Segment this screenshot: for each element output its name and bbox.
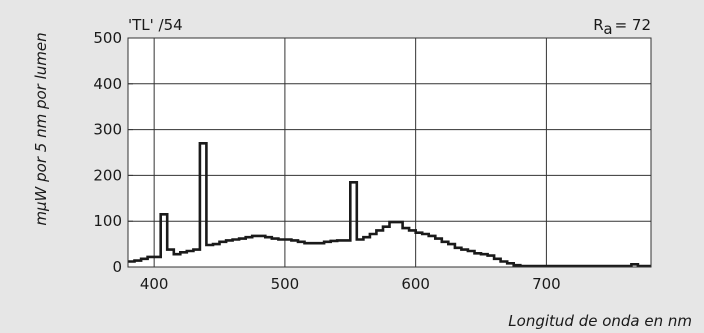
plot-area: [128, 38, 651, 267]
x-axis-label: Longitud de onda en nm: [508, 312, 692, 330]
y-tick-label: 400: [93, 75, 122, 93]
ra-index-label: Ra = 72: [593, 16, 651, 38]
x-tick-label: 700: [532, 275, 561, 293]
y-tick-label: 0: [112, 258, 122, 276]
y-tick-label: 200: [93, 166, 122, 184]
y-tick-label: 500: [93, 29, 122, 47]
lamp-label: 'TL' /54: [128, 16, 183, 34]
ra-subscript: a: [603, 20, 612, 38]
x-tick-label: 500: [271, 275, 300, 293]
plot-frame: [127, 37, 652, 268]
y-tick-label: 100: [93, 212, 122, 230]
spectrum-line: [128, 142, 651, 268]
ra-symbol: R: [593, 16, 603, 34]
ra-value: = 72: [615, 16, 651, 34]
tick-labels: 0 100 200 300 400 500 400 500 600 700: [93, 29, 560, 293]
y-axis-label: mμW por 5 nm por lumen: [32, 32, 50, 225]
x-tick-label: 600: [401, 275, 430, 293]
gridlines: [128, 37, 651, 268]
x-tick-label: 400: [140, 275, 169, 293]
y-tick-label: 300: [93, 121, 122, 139]
